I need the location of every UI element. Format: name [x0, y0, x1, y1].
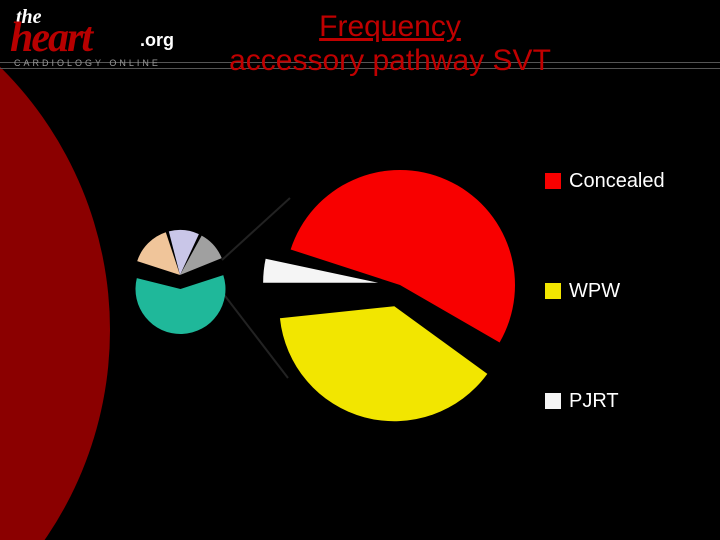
connector-line: [222, 292, 288, 378]
legend-label: Concealed: [569, 170, 665, 192]
legend-swatch: [545, 173, 561, 189]
legend-label: WPW: [569, 280, 620, 302]
slide: the heart .org CARDIOLOGY ONLINE Frequen…: [0, 0, 720, 540]
legend-swatch: [545, 283, 561, 299]
pie-chart-canvas: [0, 0, 720, 540]
legend-item: WPW: [545, 280, 620, 303]
pie-slice: [280, 306, 487, 421]
legend-item: Concealed: [545, 170, 665, 193]
legend-item: PJRT: [545, 390, 619, 413]
connector-line: [222, 198, 290, 260]
pie-slice: [135, 275, 225, 334]
legend-swatch: [545, 393, 561, 409]
legend-label: PJRT: [569, 390, 619, 412]
